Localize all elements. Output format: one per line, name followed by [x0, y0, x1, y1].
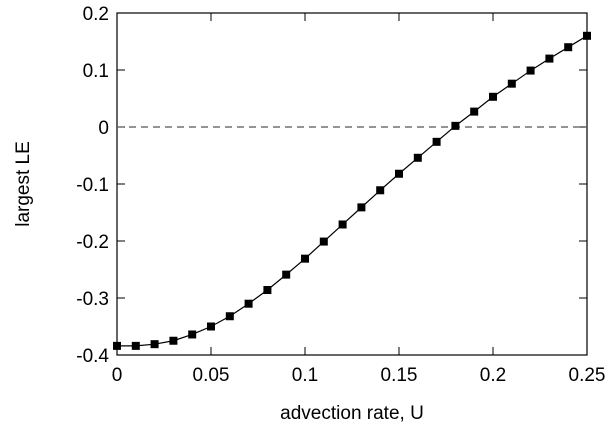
- x-tick-label: 0.25: [569, 365, 606, 386]
- data-point: [451, 121, 460, 130]
- series-line: [117, 35, 588, 347]
- x-tick-label: 0.05: [193, 365, 230, 386]
- data-point: [564, 43, 573, 52]
- data-point: [319, 237, 328, 246]
- data-point: [357, 203, 366, 212]
- data-point: [282, 270, 291, 279]
- x-axis-label: advection rate, U: [280, 403, 424, 424]
- y-tick-label: 0.1: [83, 61, 109, 82]
- data-point: [169, 336, 178, 345]
- y-tick-label: -0.4: [76, 346, 109, 367]
- data-point: [583, 31, 591, 40]
- y-tick-label: 0.2: [83, 4, 109, 25]
- y-tick-label: -0.1: [76, 175, 109, 196]
- data-point: [395, 169, 403, 178]
- data-point: [507, 79, 516, 88]
- data-point: [207, 322, 215, 331]
- y-axis-label: largest LE: [13, 141, 34, 227]
- data-point: [545, 54, 554, 63]
- data-point: [526, 66, 535, 75]
- data-point: [470, 107, 479, 116]
- y-tick-label: -0.2: [76, 232, 109, 253]
- x-tick-label: 0.2: [480, 365, 506, 386]
- data-point: [225, 312, 234, 321]
- data-point: [188, 330, 197, 339]
- data-point: [150, 340, 159, 349]
- data-point: [113, 341, 121, 350]
- plot-frame: [116, 12, 588, 356]
- data-point: [263, 286, 272, 295]
- data-point: [338, 220, 347, 229]
- x-tick-label: 0.1: [292, 365, 318, 386]
- data-point: [489, 92, 497, 101]
- x-tick-label: 0: [112, 365, 123, 386]
- data-point: [376, 186, 385, 195]
- data-point: [131, 341, 140, 350]
- y-tick-label: -0.3: [76, 289, 109, 310]
- data-point: [244, 299, 253, 308]
- x-tick-label: 0.15: [381, 365, 418, 386]
- data-point: [301, 254, 309, 263]
- y-tick-label: 0: [98, 118, 109, 139]
- data-point: [432, 137, 441, 146]
- data-point: [413, 153, 422, 162]
